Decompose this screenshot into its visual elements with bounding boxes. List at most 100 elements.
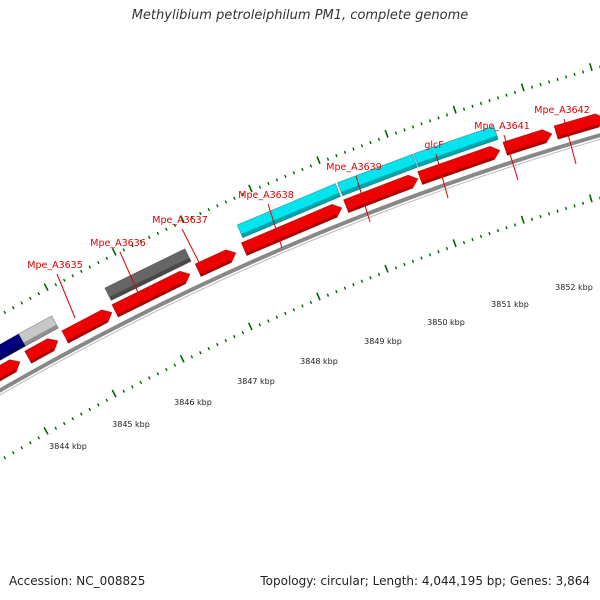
outer-minor-tick <box>71 274 75 278</box>
cds-arrow <box>502 129 553 156</box>
gene-label: Mpe_A3637 <box>152 215 208 226</box>
backbone-highlight <box>0 138 600 396</box>
cds-arrow <box>61 309 113 344</box>
outer-minor-tick <box>462 107 466 111</box>
inner-minor-tick <box>258 323 262 327</box>
inner-minor-tick <box>573 204 576 208</box>
inner-minor-tick <box>377 272 381 277</box>
outer-major-tick <box>111 247 117 256</box>
outer-minor-tick <box>80 269 83 274</box>
inner-major-tick <box>588 194 593 203</box>
inner-major-tick <box>520 215 525 224</box>
gene-label: glcF <box>424 140 443 151</box>
cds-arrow <box>111 270 191 318</box>
outer-major-tick <box>248 184 253 193</box>
outer-minor-tick <box>496 96 500 100</box>
gene-label: Mpe_A3642 <box>534 105 590 116</box>
outer-minor-tick <box>309 164 313 168</box>
inner-minor-tick <box>62 421 66 426</box>
inner-minor-tick <box>547 212 551 216</box>
gene-label: Mpe_A3638 <box>238 190 294 201</box>
outer-tick-track <box>3 63 600 315</box>
inner-major-tick <box>111 389 117 398</box>
outer-minor-tick <box>547 80 551 84</box>
inner-minor-tick <box>139 380 143 385</box>
gene-label: Mpe_A3641 <box>474 121 530 132</box>
inner-minor-tick <box>496 228 500 233</box>
outer-minor-tick <box>343 150 347 155</box>
gene-label-connector <box>563 118 577 165</box>
inner-minor-tick <box>471 237 474 242</box>
cds-arrow-shade <box>29 348 55 364</box>
inner-minor-tick <box>96 403 100 407</box>
cds-arrow <box>417 145 501 186</box>
outer-major-tick <box>384 129 389 138</box>
inner-minor-tick <box>479 234 483 239</box>
outer-minor-tick <box>403 128 406 132</box>
gene-label-connector <box>435 153 449 199</box>
cds-arrow-shade <box>557 124 600 140</box>
gene-label-connector <box>503 134 519 181</box>
cyan-feature <box>413 125 499 168</box>
inner-minor-tick <box>216 342 219 347</box>
kbp-label: 3845 kbp <box>112 420 150 429</box>
inner-minor-tick <box>71 417 75 421</box>
inner-major-tick <box>247 322 253 331</box>
gene-label: Mpe_A3636 <box>90 238 146 249</box>
inner-minor-tick <box>3 456 7 460</box>
cds-arrow-shade <box>199 259 232 277</box>
cds-arrow-shade <box>66 319 109 344</box>
cds-arrow-shade <box>506 140 547 156</box>
inner-minor-tick <box>394 266 398 270</box>
outer-minor-tick <box>207 207 211 212</box>
kbp-label: 3850 kbp <box>427 318 465 327</box>
inner-minor-tick <box>190 355 194 359</box>
kbp-label: 3852 kbp <box>555 283 593 292</box>
outer-minor-tick <box>445 113 449 117</box>
inner-minor-tick <box>420 256 423 260</box>
genome-backbone <box>0 133 600 396</box>
outer-minor-tick <box>377 137 381 142</box>
label-connectors <box>56 118 577 319</box>
inner-major-tick <box>43 427 49 435</box>
outer-minor-tick <box>54 283 58 287</box>
outer-minor-tick <box>241 192 245 197</box>
inner-minor-tick <box>122 389 126 393</box>
inner-minor-tick <box>79 412 83 416</box>
inner-minor-tick <box>360 279 364 283</box>
inner-minor-tick <box>428 253 432 257</box>
gene-label: Mpe_A3635 <box>27 260 83 271</box>
outer-minor-tick <box>488 99 491 103</box>
cyan-feature-shade <box>341 163 418 196</box>
genome-summary-text: Topology: circular; Length: 4,044,195 bp… <box>260 574 590 588</box>
kbp-label: 3849 kbp <box>364 337 402 346</box>
inner-minor-tick <box>173 363 177 367</box>
gene-label-connector <box>181 228 206 275</box>
inner-minor-tick <box>37 436 41 440</box>
outer-minor-tick <box>513 90 517 95</box>
kbp-label: 3848 kbp <box>300 357 338 366</box>
inner-minor-tick <box>488 231 491 236</box>
kbp-label: 3847 kbp <box>237 377 275 386</box>
inner-minor-tick <box>275 315 279 319</box>
outer-minor-tick <box>28 296 32 301</box>
inner-minor-tick <box>403 262 406 267</box>
inner-minor-tick <box>148 376 151 380</box>
inner-major-tick <box>316 292 321 301</box>
light-gray-feature-shade <box>23 324 59 347</box>
outer-minor-tick <box>428 119 432 123</box>
cds-arrow <box>24 338 59 364</box>
outer-major-tick <box>452 105 457 114</box>
inner-minor-tick <box>165 367 168 372</box>
outer-major-tick <box>43 283 49 291</box>
inner-minor-tick <box>411 259 415 263</box>
gray-feature-shade <box>109 257 191 301</box>
outer-minor-tick <box>352 147 355 151</box>
inner-minor-tick <box>462 240 466 245</box>
cds-arrow-shade <box>245 214 338 256</box>
outer-minor-tick <box>20 301 24 305</box>
accession-text: Accession: NC_008825 <box>9 574 146 588</box>
cds-arrow <box>194 249 237 278</box>
inner-minor-tick <box>199 351 202 355</box>
outer-minor-tick <box>556 77 559 82</box>
